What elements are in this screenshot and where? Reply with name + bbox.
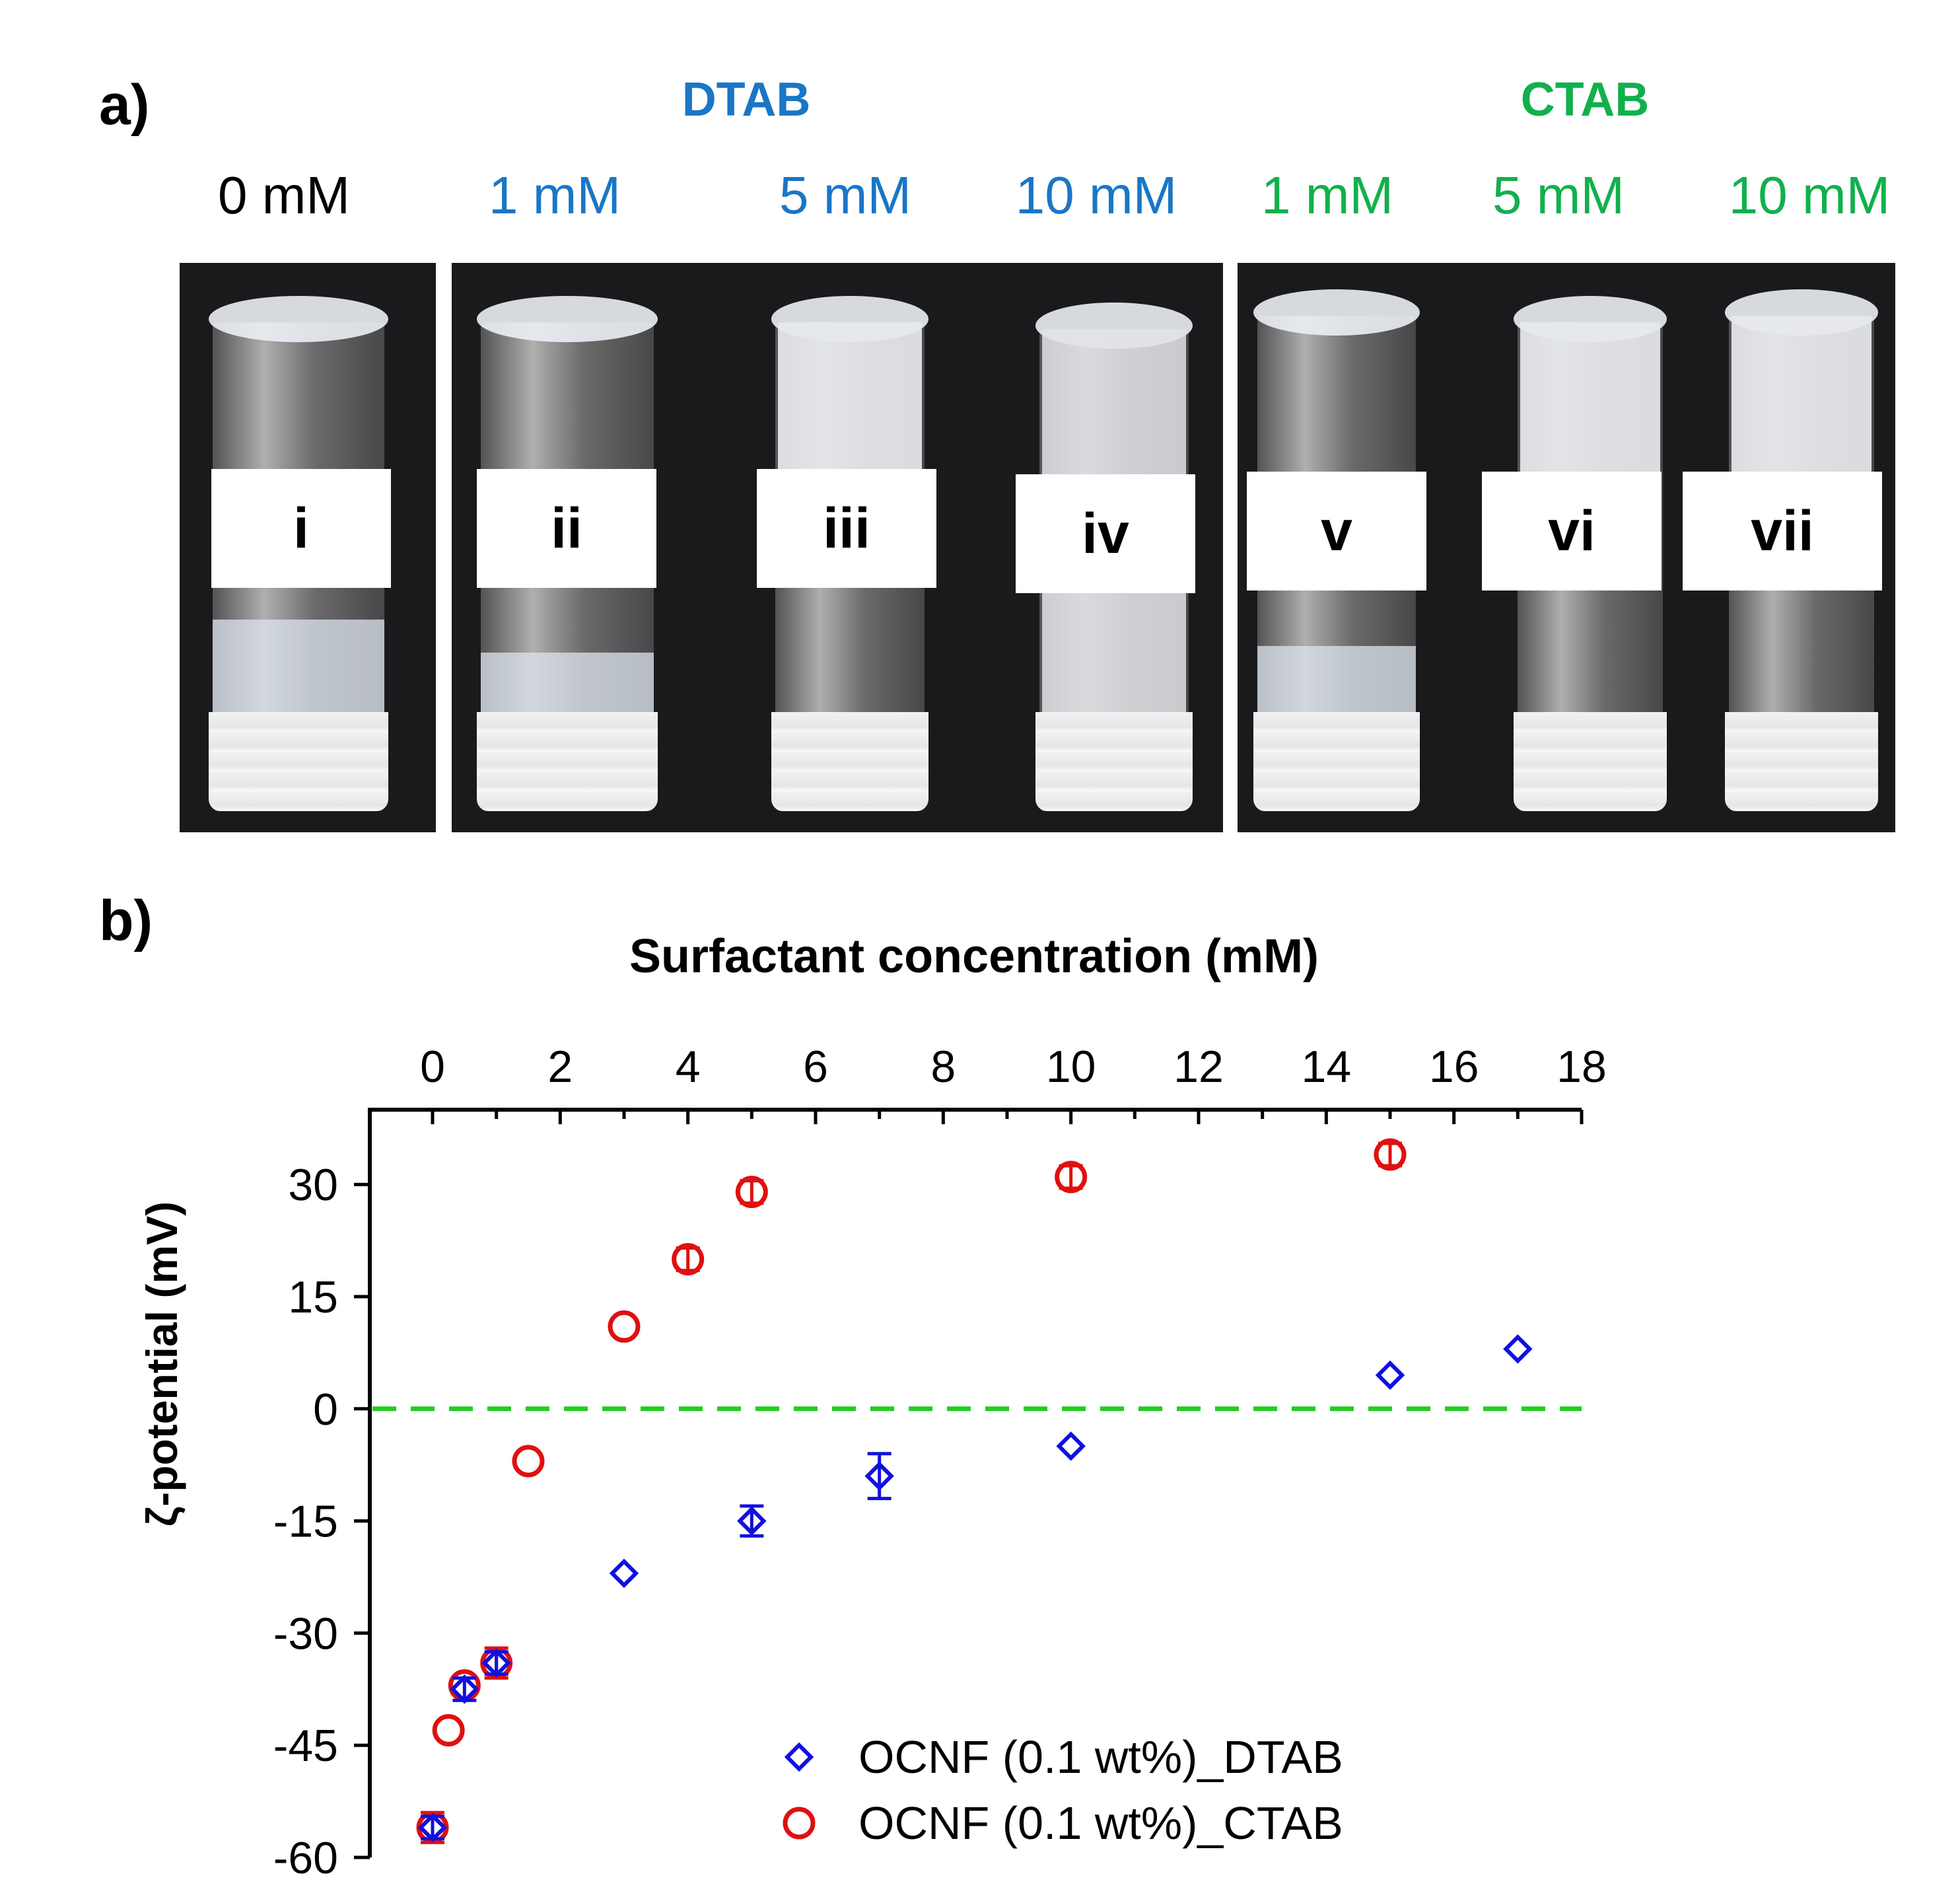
y-tick-label: -15: [273, 1497, 338, 1547]
conc-label-ii: 1 mM: [489, 166, 621, 225]
legend-dtab-label: OCNF (0.1 wt%)_DTAB: [858, 1731, 1343, 1783]
dtab-point: [609, 1558, 639, 1589]
y-tick-label: 15: [288, 1272, 338, 1322]
vial-tag-i: i: [211, 469, 391, 588]
conc-label-i: 0 mM: [218, 166, 350, 225]
dtab-group-title: DTAB: [682, 73, 811, 126]
dtab-point: [417, 1813, 448, 1842]
y-tick-label: -45: [273, 1721, 338, 1771]
ctab-point: [672, 1242, 705, 1275]
x-tick-label: 6: [803, 1042, 828, 1092]
x-tick-label: 18: [1557, 1042, 1607, 1092]
dtab-point: [450, 1674, 479, 1704]
x-tick-label: 14: [1302, 1042, 1352, 1092]
vial-tag-ii: ii: [477, 469, 656, 588]
x-tick-label: 16: [1429, 1042, 1479, 1092]
ctab-point: [512, 1445, 545, 1478]
photo-dtab: ii iii iv: [452, 263, 1223, 832]
conc-label-vii: 10 mM: [1728, 166, 1891, 225]
photo-ctab: v vi vii: [1238, 263, 1895, 832]
conc-label-v: 1 mM: [1261, 166, 1393, 225]
x-tick-label: 12: [1173, 1042, 1224, 1092]
dtab-point: [1056, 1431, 1086, 1461]
x-axis-title: Surfactant concentration (mM): [629, 930, 1319, 983]
legend-ctab-marker: [783, 1807, 816, 1840]
dtab-point: [737, 1506, 767, 1536]
x-tick-label: 8: [930, 1042, 956, 1092]
dtab-point: [864, 1461, 894, 1491]
vial-tag-v: v: [1247, 472, 1426, 591]
conc-label-vi: 5 mM: [1492, 166, 1625, 225]
y-tick-label: -30: [273, 1608, 338, 1659]
panel-b-label: b): [99, 889, 153, 952]
ctab-point: [1055, 1161, 1088, 1194]
x-tick-label: 10: [1046, 1042, 1096, 1092]
conc-label-iii: 5 mM: [779, 166, 911, 225]
legend-dtab-marker: [784, 1742, 814, 1772]
y-tick-label: 0: [313, 1384, 338, 1435]
vial-tag-iv: iv: [1016, 474, 1195, 593]
x-tick-label: 2: [547, 1042, 573, 1092]
ctab-group-title: CTAB: [1520, 73, 1650, 126]
dtab-point: [1503, 1334, 1533, 1364]
vial-tag-vi: vi: [1482, 472, 1662, 591]
vial-tag-vii: vii: [1683, 472, 1882, 591]
x-tick-label: 0: [420, 1042, 445, 1092]
y-axis-title: ζ-potential (mV): [137, 1202, 186, 1526]
ctab-point: [1374, 1138, 1407, 1171]
panel-a-label: a): [99, 73, 150, 137]
photo-control: i: [180, 263, 436, 832]
legend-ctab-label: OCNF (0.1 wt%)_CTAB: [858, 1797, 1343, 1849]
x-tick-label: 4: [676, 1042, 701, 1092]
ctab-point: [608, 1310, 641, 1343]
dtab-point: [481, 1648, 511, 1678]
dtab-point: [1375, 1360, 1405, 1390]
zeta-potential-chart: Surfactant concentration (mM) ζ-potentia…: [137, 930, 1607, 1883]
y-tick-label: 30: [288, 1160, 338, 1210]
vial-tag-iii: iii: [757, 469, 936, 588]
conc-label-iv: 10 mM: [1015, 166, 1177, 225]
y-tick-label: -60: [273, 1833, 338, 1883]
ctab-point: [735, 1176, 768, 1209]
ctab-point: [432, 1714, 465, 1747]
